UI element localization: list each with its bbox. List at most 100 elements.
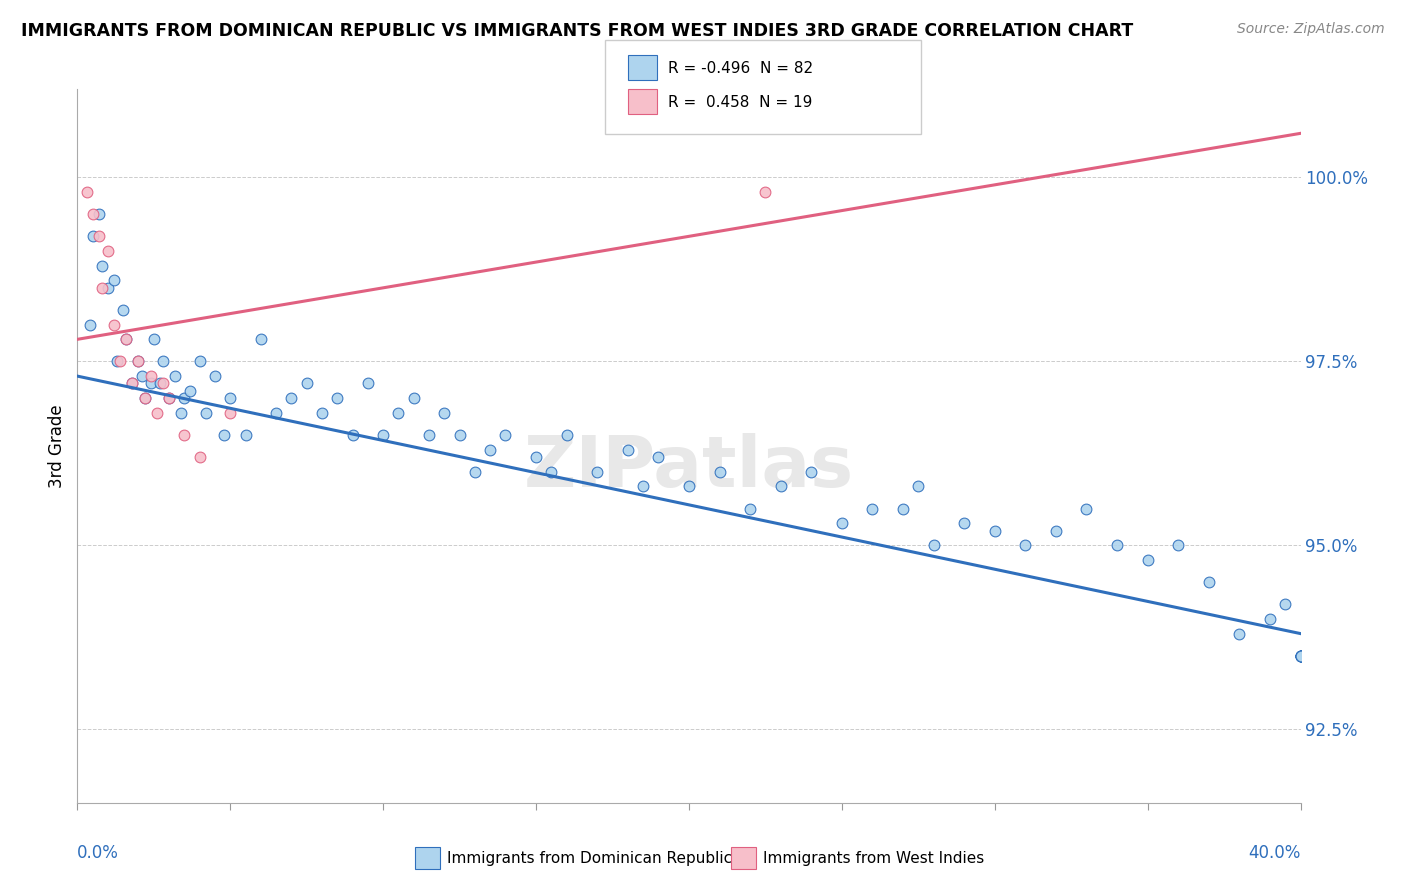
Point bbox=[219, 391, 242, 405]
Point bbox=[1198, 575, 1220, 590]
Point bbox=[105, 354, 128, 368]
Point bbox=[264, 406, 287, 420]
Point bbox=[134, 391, 156, 405]
Point bbox=[524, 450, 547, 464]
Point bbox=[371, 428, 394, 442]
Point bbox=[188, 450, 211, 464]
Point bbox=[1289, 648, 1312, 663]
Point bbox=[862, 501, 884, 516]
Point bbox=[97, 244, 120, 258]
Point bbox=[170, 406, 193, 420]
Point bbox=[1289, 648, 1312, 663]
Point bbox=[1258, 612, 1281, 626]
Text: 40.0%: 40.0% bbox=[1249, 845, 1301, 863]
Point bbox=[90, 259, 112, 273]
Point bbox=[131, 369, 153, 384]
Point bbox=[1167, 538, 1189, 552]
Point bbox=[1289, 648, 1312, 663]
Point bbox=[76, 185, 98, 199]
Text: Immigrants from West Indies: Immigrants from West Indies bbox=[763, 851, 984, 865]
Point bbox=[631, 479, 654, 493]
Point bbox=[121, 376, 143, 391]
Point bbox=[769, 479, 792, 493]
Point bbox=[1014, 538, 1036, 552]
Point bbox=[173, 391, 195, 405]
Point bbox=[204, 369, 226, 384]
Point bbox=[103, 318, 125, 332]
Point bbox=[800, 465, 823, 479]
Point bbox=[142, 332, 165, 346]
Point bbox=[219, 406, 242, 420]
Point bbox=[984, 524, 1007, 538]
Point bbox=[495, 428, 517, 442]
Point bbox=[97, 281, 120, 295]
Point bbox=[127, 354, 149, 368]
Point bbox=[647, 450, 669, 464]
Text: ZIPatlas: ZIPatlas bbox=[524, 433, 853, 502]
Point bbox=[418, 428, 440, 442]
Point bbox=[953, 516, 976, 531]
Point bbox=[387, 406, 409, 420]
Point bbox=[540, 465, 562, 479]
Point bbox=[157, 391, 180, 405]
Text: Immigrants from Dominican Republic: Immigrants from Dominican Republic bbox=[447, 851, 733, 865]
Point bbox=[112, 302, 135, 317]
Point bbox=[311, 406, 333, 420]
Point bbox=[586, 465, 609, 479]
Point bbox=[188, 354, 211, 368]
Point bbox=[1076, 501, 1098, 516]
Point bbox=[433, 406, 456, 420]
Point bbox=[555, 428, 578, 442]
Point bbox=[479, 442, 502, 457]
Point bbox=[1045, 524, 1067, 538]
Point bbox=[134, 391, 156, 405]
Point bbox=[402, 391, 425, 405]
Point bbox=[194, 406, 217, 420]
Point bbox=[357, 376, 380, 391]
Point bbox=[115, 332, 138, 346]
Text: Source: ZipAtlas.com: Source: ZipAtlas.com bbox=[1237, 22, 1385, 37]
Point bbox=[157, 391, 180, 405]
Point bbox=[449, 428, 471, 442]
Point bbox=[678, 479, 700, 493]
Point bbox=[342, 428, 364, 442]
Point bbox=[127, 354, 149, 368]
Point bbox=[165, 369, 187, 384]
Point bbox=[1107, 538, 1129, 552]
Point bbox=[82, 229, 104, 244]
Point bbox=[1136, 553, 1159, 567]
Point bbox=[326, 391, 349, 405]
Point bbox=[152, 354, 174, 368]
Text: R = -0.496  N = 82: R = -0.496 N = 82 bbox=[668, 62, 813, 76]
Point bbox=[87, 229, 110, 244]
Point bbox=[79, 318, 101, 332]
Point bbox=[740, 501, 762, 516]
Point bbox=[617, 442, 640, 457]
Point bbox=[754, 185, 776, 199]
Point bbox=[280, 391, 302, 405]
Point bbox=[212, 428, 235, 442]
Point bbox=[922, 538, 945, 552]
Text: IMMIGRANTS FROM DOMINICAN REPUBLIC VS IMMIGRANTS FROM WEST INDIES 3RD GRADE CORR: IMMIGRANTS FROM DOMINICAN REPUBLIC VS IM… bbox=[21, 22, 1133, 40]
Point bbox=[1274, 597, 1296, 611]
Point bbox=[907, 479, 929, 493]
Point bbox=[139, 369, 162, 384]
Point bbox=[173, 428, 195, 442]
Point bbox=[108, 354, 131, 368]
Point bbox=[831, 516, 853, 531]
Point bbox=[146, 406, 169, 420]
Point bbox=[891, 501, 914, 516]
Point bbox=[1289, 648, 1312, 663]
Text: R =  0.458  N = 19: R = 0.458 N = 19 bbox=[668, 95, 813, 110]
Point bbox=[250, 332, 273, 346]
Point bbox=[179, 384, 201, 398]
Point bbox=[82, 207, 104, 221]
Point bbox=[87, 207, 110, 221]
Point bbox=[1289, 648, 1312, 663]
Text: 0.0%: 0.0% bbox=[77, 845, 120, 863]
Point bbox=[1229, 626, 1251, 640]
Point bbox=[235, 428, 257, 442]
Point bbox=[139, 376, 162, 391]
Point bbox=[1289, 648, 1312, 663]
Point bbox=[464, 465, 486, 479]
